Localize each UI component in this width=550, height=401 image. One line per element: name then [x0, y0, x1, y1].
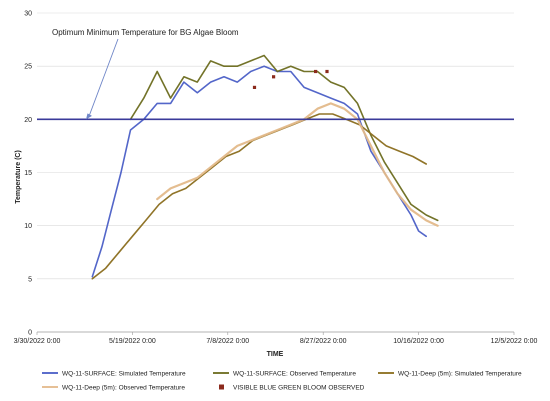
y-tick-label: 15	[24, 170, 32, 177]
y-tick-label: 0	[28, 330, 32, 337]
y-axis-title: Temperature (C)	[15, 150, 22, 204]
x-tick-label: 8/27/2022 0:00	[300, 338, 347, 345]
series-line-2	[129, 54, 439, 222]
annotation-arrow-head	[86, 113, 92, 120]
y-tick-label: 30	[24, 11, 32, 18]
y-tick-labels: 0 5 10 15 20 25 30	[24, 11, 32, 337]
bloom-markers	[252, 69, 329, 89]
legend-label-2: WQ-11-SURFACE: Observed Temperature	[233, 370, 356, 377]
legend-label-4: WQ-11-Deep (5m): Observed Temperature	[62, 384, 185, 391]
annotation-arrow-shaft	[88, 38, 119, 117]
axes-layer	[36, 331, 515, 335]
series-line-1	[91, 65, 428, 278]
x-tick-label: 12/5/2022 0:00	[491, 338, 538, 345]
threshold-annotation: Optimum Minimum Temperature for BG Algae…	[52, 28, 239, 37]
legend-swatch-5	[219, 384, 224, 390]
bloom-observation-point	[272, 75, 276, 79]
bloom-observation-point	[314, 69, 318, 74]
y-tick-label: 10	[24, 223, 32, 230]
x-tick-label: 3/30/2022 0:00	[14, 338, 61, 345]
x-axis-title: TIME	[267, 351, 284, 358]
x-tick-label: 5/19/2022 0:00	[109, 338, 156, 345]
y-tick-label: 5	[28, 276, 32, 283]
x-tick-labels: 3/30/2022 0:00 5/19/2022 0:00 7/8/2022 0:0…	[14, 338, 538, 345]
x-tick-label: 10/16/2022 0:00	[393, 338, 444, 345]
y-tick-label: 20	[24, 117, 32, 124]
legend-label-5: VISIBLE BLUE GREEN BLOOM OBSERVED	[233, 384, 365, 391]
legend-label-1: WQ-11-SURFACE: Simulated Temperature	[62, 370, 186, 377]
bloom-observation-point	[325, 69, 329, 74]
threshold-layer	[37, 38, 514, 121]
y-tick-label: 25	[24, 64, 32, 71]
legend-label-3: WQ-11-Deep (5m): Simulated Temperature	[398, 370, 522, 377]
legend: WQ-11-SURFACE: Simulated Temperature WQ-1…	[42, 370, 522, 391]
bloom-observation-point	[252, 85, 257, 89]
x-tick-label: 7/8/2022 0:00	[206, 338, 249, 345]
